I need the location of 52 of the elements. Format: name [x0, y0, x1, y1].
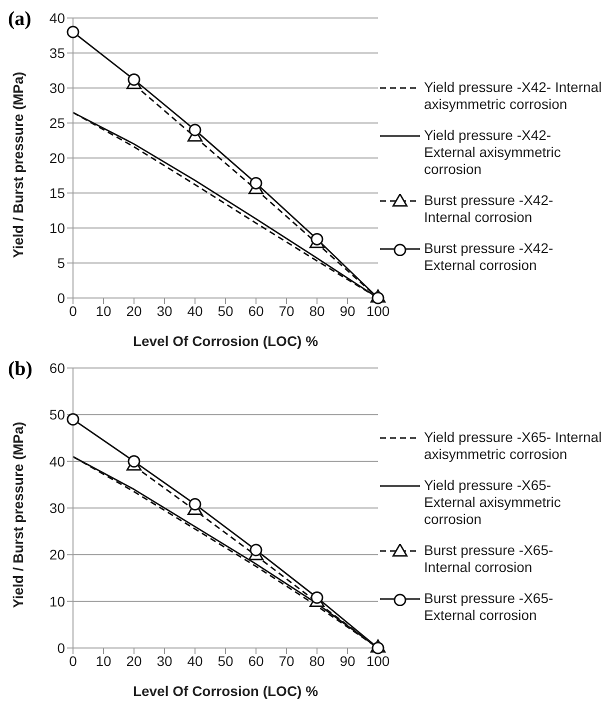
x-tick-label: 40: [187, 302, 203, 319]
chart-title: (b): [8, 358, 32, 381]
legend-label: Yield pressure -X65- Internal axisymmetric corrosion: [424, 428, 603, 462]
x-tick-label: 10: [96, 652, 112, 669]
legend-label: Yield pressure -X65- External axisymmetric corrosion: [424, 476, 562, 528]
y-tick-label: 15: [49, 184, 66, 201]
y-tick-label: 20: [49, 150, 66, 166]
y-tick-label: 25: [49, 114, 66, 131]
y-tick-label: 20: [49, 546, 66, 563]
legend-label: Burst pressure -X42- Internal corrosion: [424, 192, 554, 226]
x-tick-label: 60: [248, 302, 264, 319]
x-tick-label: 80: [309, 652, 325, 669]
chart-title: (a): [8, 8, 32, 31]
legend-label: Yield pressure -X42- Internal axisymmetric corrosion: [424, 78, 603, 112]
y-tick-label: 30: [49, 500, 66, 516]
y-tick-label: 35: [49, 44, 66, 61]
x-tick-label: 100: [366, 302, 390, 319]
y-tick-label: 40: [49, 10, 66, 26]
x-tick-label: 100: [366, 652, 390, 669]
y-tick-label: 0: [57, 290, 66, 306]
x-tick-label: 30: [156, 652, 172, 669]
y-tick-label: 60: [49, 360, 66, 376]
legend-label: Yield pressure -X42- External axisymmetric corrosion: [424, 126, 562, 178]
x-axis-title: Level Of Corrosion (LOC) %: [132, 683, 319, 699]
x-tick-label: 90: [340, 302, 356, 319]
x-axis-title: Level Of Corrosion (LOC) %: [132, 333, 319, 349]
y-axis-title: Yield / Burst pressure (MPa): [10, 72, 26, 258]
x-tick-label: 10: [96, 302, 112, 319]
y-tick-label: 10: [49, 593, 66, 610]
x-tick-label: 20: [126, 302, 142, 319]
y-axis-title: Yield / Burst pressure (MPa): [10, 422, 26, 608]
x-tick-label: 70: [278, 652, 294, 669]
y-tick-label: 40: [49, 453, 66, 470]
x-tick-label: 90: [340, 652, 356, 669]
x-tick-label: 60: [248, 652, 264, 669]
x-tick-label: 50: [218, 652, 234, 669]
y-tick-label: 50: [49, 406, 66, 423]
y-tick-label: 30: [49, 80, 66, 96]
x-tick-label: 50: [218, 302, 234, 319]
x-tick-label: 0: [69, 302, 78, 319]
x-tick-label: 30: [156, 302, 172, 319]
legend-label: Burst pressure -X65- External corrosion: [424, 590, 554, 624]
legend-label: Burst pressure -X65- Internal corrosion: [424, 542, 554, 576]
x-tick-label: 70: [278, 302, 294, 319]
y-tick-label: 5: [57, 254, 66, 271]
x-tick-label: 0: [69, 652, 78, 669]
y-tick-label: 0: [57, 640, 66, 656]
x-tick-label: 80: [309, 302, 325, 319]
legend-label: Burst pressure -X42- External corrosion: [424, 240, 554, 274]
x-tick-label: 20: [126, 652, 142, 669]
y-tick-label: 10: [49, 220, 66, 236]
x-tick-label: 40: [187, 652, 203, 669]
